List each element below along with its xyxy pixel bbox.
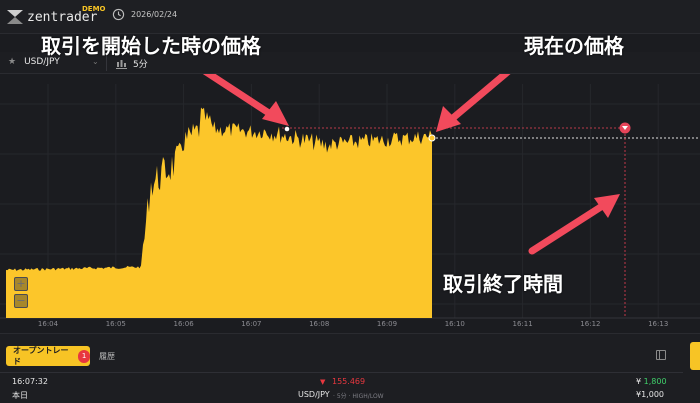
top-header: zentrader DEMO 2026/02/24 — [0, 0, 700, 34]
x-tick-label: 16:09 — [377, 320, 397, 328]
down-arrow-icon: ▼ — [320, 378, 326, 386]
trade-time: 16:07:32 — [12, 377, 48, 386]
tab-open-trades-label: オープントレード — [13, 346, 69, 366]
payout-value: 1,800 — [643, 377, 667, 386]
expiry-arrow-icon — [528, 194, 620, 255]
clock-icon — [112, 8, 125, 21]
asset-label: USD/JPY — [24, 57, 60, 67]
price-area — [6, 107, 432, 318]
date-display: 2026/02/24 — [112, 8, 177, 21]
toolbar-divider — [106, 55, 107, 71]
trade-pair: USD/JPY — [298, 390, 330, 399]
timeframe-label: 5分 — [133, 60, 148, 70]
timeframe-selector[interactable]: 5分 — [116, 57, 148, 70]
price-chart[interactable]: 16:04 16:05 16:06 16:07 16:08 16:09 16:10 16:11… — [0, 74, 700, 332]
x-tick-label: 16:08 — [309, 320, 329, 328]
logo: zentrader — [6, 8, 97, 26]
price-chart-svg[interactable]: 16:04 16:05 16:06 16:07 16:08 16:09 16:10 16:11… — [0, 74, 700, 332]
tab-open-trades[interactable]: オープントレード 1 — [6, 346, 90, 366]
entry-price-annotation: 取引を開始した時の価格 — [41, 34, 261, 58]
chevron-down-icon[interactable]: ⌄ — [92, 57, 99, 66]
star-icon[interactable]: ★ — [8, 57, 17, 67]
asset-selector[interactable]: ★ USD/JPY — [8, 57, 60, 67]
chart-toolbar: ★ USD/JPY ⌄ 5分 — [0, 52, 700, 74]
x-axis-ticks: 16:04 16:05 16:06 16:07 16:08 16:09 16:10 16:11… — [38, 320, 668, 328]
current-point-marker — [428, 134, 436, 142]
candlestick-icon — [116, 59, 127, 69]
date-text: 2026/02/24 — [131, 10, 178, 19]
trades-panel: オープントレード 1 履歴 16:07:32 本日 ▼ 155.469 USD/… — [0, 333, 700, 403]
trade-stake: ¥1,000 — [636, 390, 664, 399]
tab-history[interactable]: 履歴 — [99, 352, 115, 361]
x-tick-label: 16:12 — [580, 320, 600, 328]
x-tick-label: 16:10 — [445, 320, 465, 328]
trade-meta: · 5分 · HIGH/LOW — [333, 393, 384, 400]
logo-text: zentrader — [27, 9, 98, 25]
panel-toggle-icon[interactable] — [656, 350, 666, 360]
x-tick-label: 16:05 — [106, 320, 126, 328]
demo-badge: DEMO — [82, 5, 106, 13]
end-time-annotation: 取引終了時間 — [443, 272, 563, 296]
trade-price: 155.469 — [332, 377, 366, 386]
trade-day: 本日 — [12, 391, 28, 400]
trade-payout: ¥ 1,800 — [636, 377, 667, 386]
zoom-in-button[interactable]: + — [14, 277, 28, 291]
payout-currency: ¥ — [636, 377, 642, 386]
entry-point-marker — [284, 126, 290, 132]
open-trades-count-badge: 1 — [78, 349, 90, 363]
x-tick-label: 16:07 — [241, 320, 261, 328]
current-price-annotation: 現在の価格 — [524, 34, 624, 58]
entry-arrow-icon — [202, 74, 289, 126]
expiry-marker-icon — [619, 122, 631, 134]
side-panel-handle[interactable] — [690, 342, 700, 370]
x-tick-label: 16:13 — [648, 320, 668, 328]
current-arrow-icon — [436, 74, 511, 132]
logo-mark-icon — [7, 10, 23, 24]
x-tick-label: 16:06 — [174, 320, 195, 328]
x-tick-label: 16:11 — [513, 320, 533, 328]
panel-divider — [0, 372, 683, 373]
x-tick-label: 16:04 — [38, 320, 59, 328]
zoom-out-button[interactable]: − — [14, 294, 28, 308]
